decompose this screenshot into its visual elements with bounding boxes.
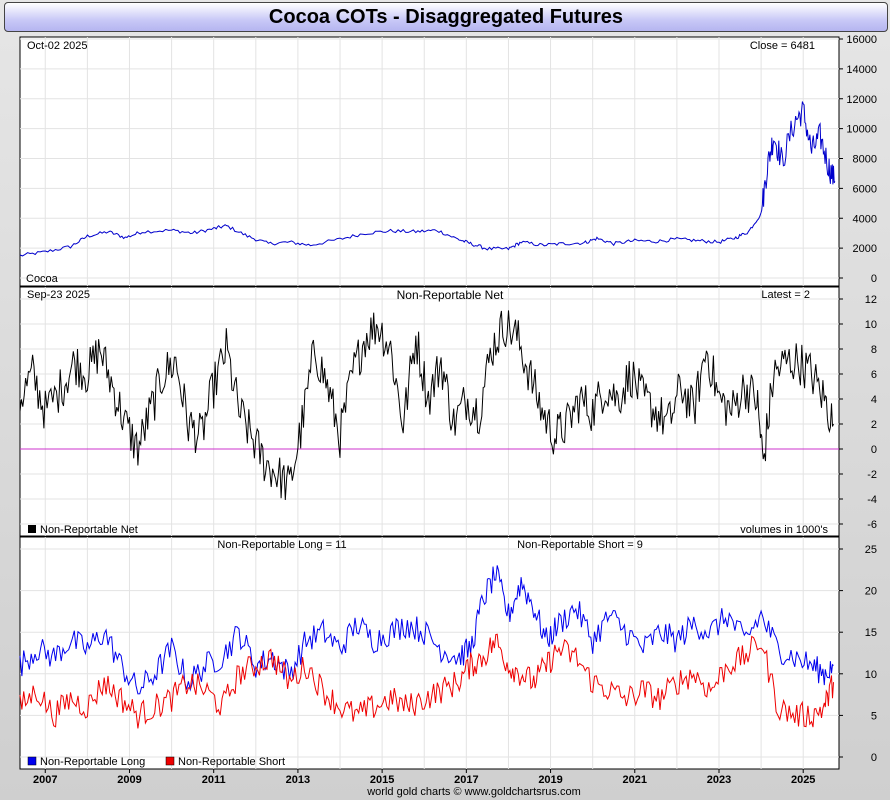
y-tick-label: 10 bbox=[865, 669, 877, 681]
y-tick-label: -6 bbox=[867, 519, 877, 531]
net-legend-swatch bbox=[28, 525, 36, 533]
net-legend: Non-Reportable Net bbox=[40, 524, 138, 536]
y-tick-label: 15 bbox=[865, 627, 877, 639]
short-readout: Non-Reportable Short = 9 bbox=[517, 539, 643, 551]
y-tick-label: 8000 bbox=[853, 154, 877, 166]
price-label: Cocoa bbox=[26, 273, 59, 285]
x-tick-label: 2025 bbox=[791, 774, 815, 786]
y-tick-label: 8 bbox=[871, 344, 877, 356]
axis-layer: 0200040006000800010000120001400016000-6-… bbox=[33, 34, 877, 786]
long-legend-swatch bbox=[27, 756, 37, 766]
chart-title: Cocoa COTs - Disaggregated Futures bbox=[4, 2, 888, 32]
y-tick-label: -2 bbox=[867, 469, 877, 481]
grid-layer bbox=[20, 37, 839, 769]
price-date: Oct-02 2025 bbox=[27, 40, 88, 52]
price-readout: Close = 6481 bbox=[750, 40, 815, 52]
net-units: volumes in 1000's bbox=[740, 524, 828, 536]
y-tick-label: 25 bbox=[865, 544, 877, 556]
series-layer bbox=[19, 101, 836, 729]
x-tick-label: 2019 bbox=[538, 774, 562, 786]
y-tick-label: 16000 bbox=[846, 34, 877, 46]
x-tick-label: 2007 bbox=[33, 774, 57, 786]
y-tick-label: 0 bbox=[871, 273, 877, 285]
y-tick-label: 12000 bbox=[846, 94, 877, 106]
x-tick-label: 2023 bbox=[707, 774, 731, 786]
y-tick-label: 0 bbox=[871, 444, 877, 456]
y-tick-label: 10000 bbox=[846, 124, 877, 136]
y-tick-label: 20 bbox=[865, 586, 877, 598]
x-tick-label: 2017 bbox=[454, 774, 478, 786]
short-line bbox=[19, 633, 834, 729]
y-tick-label: 12 bbox=[865, 294, 877, 306]
footer-credit: world gold charts © www.goldchartsrus.co… bbox=[366, 786, 581, 798]
y-tick-label: 4000 bbox=[853, 213, 877, 225]
y-tick-label: 6 bbox=[871, 369, 877, 381]
short-legend: Non-Reportable Short bbox=[178, 756, 285, 768]
x-tick-label: 2013 bbox=[286, 774, 310, 786]
y-tick-label: 0 bbox=[871, 752, 877, 764]
price-panel bbox=[19, 36, 840, 287]
long-legend: Non-Reportable Long bbox=[40, 756, 145, 768]
short-legend-swatch bbox=[165, 756, 175, 766]
y-tick-label: 14000 bbox=[846, 64, 877, 76]
x-tick-label: 2021 bbox=[623, 774, 647, 786]
price-line bbox=[19, 101, 836, 257]
x-tick-label: 2015 bbox=[370, 774, 394, 786]
y-tick-label: 10 bbox=[865, 319, 877, 331]
y-tick-label: 4 bbox=[871, 394, 877, 406]
x-tick-label: 2009 bbox=[117, 774, 141, 786]
positions-panel bbox=[19, 536, 840, 770]
y-tick-label: 5 bbox=[871, 710, 877, 722]
net-title: Non-Reportable Net bbox=[397, 288, 504, 302]
y-tick-label: 2000 bbox=[853, 243, 877, 255]
net-panel bbox=[19, 286, 840, 537]
net-readout: Latest = 2 bbox=[761, 289, 810, 301]
y-tick-label: -4 bbox=[867, 494, 877, 506]
y-tick-label: 2 bbox=[871, 419, 877, 431]
net-line bbox=[19, 310, 834, 501]
x-tick-label: 2011 bbox=[202, 774, 226, 786]
y-tick-label: 6000 bbox=[853, 183, 877, 195]
long-line bbox=[19, 565, 834, 695]
net-date: Sep-23 2025 bbox=[27, 289, 90, 301]
long-readout: Non-Reportable Long = 11 bbox=[217, 539, 346, 551]
